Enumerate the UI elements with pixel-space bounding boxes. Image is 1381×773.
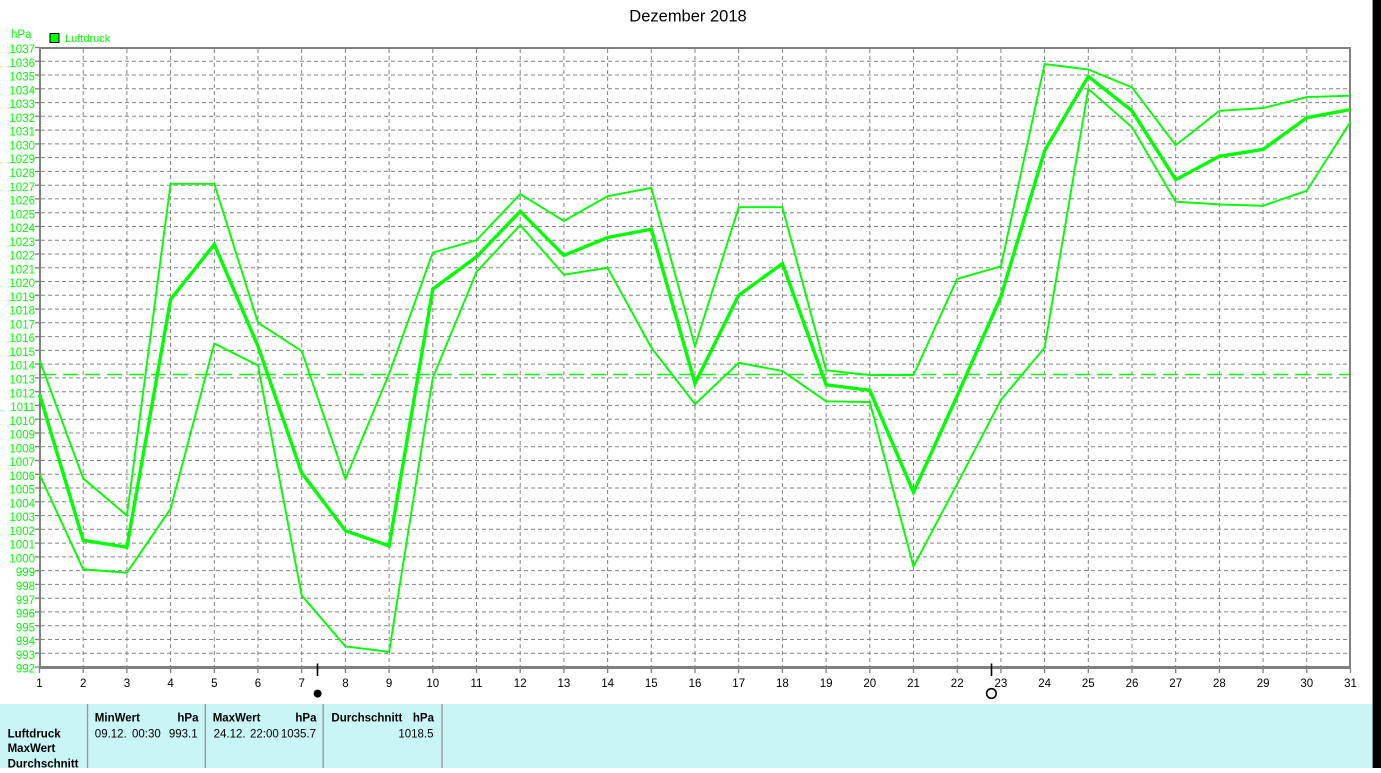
svg-text:1028: 1028 bbox=[9, 168, 35, 180]
svg-text:1006: 1006 bbox=[9, 471, 35, 483]
svg-text:1024: 1024 bbox=[9, 223, 35, 235]
svg-text:1019: 1019 bbox=[9, 292, 35, 304]
svg-text:Luftdruck: Luftdruck bbox=[8, 728, 62, 740]
svg-text:8: 8 bbox=[342, 678, 348, 690]
svg-text:30: 30 bbox=[1300, 678, 1313, 690]
svg-text:22:00: 22:00 bbox=[250, 728, 279, 740]
svg-text:hPa: hPa bbox=[177, 713, 199, 725]
svg-text:1018.5: 1018.5 bbox=[398, 728, 433, 740]
svg-text:1021: 1021 bbox=[9, 264, 35, 276]
svg-text:19: 19 bbox=[820, 678, 833, 690]
svg-text:6: 6 bbox=[255, 678, 261, 690]
svg-text:995: 995 bbox=[16, 622, 35, 634]
svg-text:3: 3 bbox=[124, 678, 130, 690]
svg-text:1003: 1003 bbox=[9, 512, 35, 524]
svg-text:11: 11 bbox=[471, 678, 483, 690]
svg-text:1020: 1020 bbox=[9, 278, 35, 290]
svg-text:1022: 1022 bbox=[9, 251, 35, 263]
svg-text:997: 997 bbox=[16, 595, 35, 607]
svg-text:26: 26 bbox=[1126, 678, 1139, 690]
svg-text:4: 4 bbox=[167, 678, 174, 690]
svg-text:17: 17 bbox=[732, 678, 745, 690]
svg-text:996: 996 bbox=[16, 609, 35, 621]
svg-text:1032: 1032 bbox=[9, 113, 35, 125]
svg-text:Dezember 2018: Dezember 2018 bbox=[629, 8, 746, 26]
svg-text:20: 20 bbox=[863, 678, 876, 690]
svg-text:1: 1 bbox=[36, 678, 42, 690]
svg-text:25: 25 bbox=[1082, 678, 1095, 690]
svg-text:1033: 1033 bbox=[9, 99, 35, 111]
svg-text:31: 31 bbox=[1344, 678, 1357, 690]
svg-text:1027: 1027 bbox=[9, 182, 35, 194]
svg-text:1037: 1037 bbox=[9, 44, 35, 56]
svg-text:992: 992 bbox=[16, 664, 35, 676]
svg-text:5: 5 bbox=[211, 678, 217, 690]
svg-text:1004: 1004 bbox=[9, 498, 35, 510]
svg-text:23: 23 bbox=[995, 678, 1008, 690]
svg-text:14: 14 bbox=[601, 678, 614, 690]
svg-text:1000: 1000 bbox=[9, 554, 35, 566]
svg-text:1030: 1030 bbox=[9, 141, 35, 153]
svg-text:13: 13 bbox=[558, 678, 571, 690]
svg-text:1016: 1016 bbox=[9, 333, 35, 345]
svg-text:1035.7: 1035.7 bbox=[281, 728, 316, 740]
svg-text:1029: 1029 bbox=[9, 154, 35, 166]
svg-text:7: 7 bbox=[298, 678, 304, 690]
svg-text:999: 999 bbox=[16, 567, 35, 579]
svg-text:18: 18 bbox=[776, 678, 789, 690]
svg-text:21: 21 bbox=[907, 678, 920, 690]
svg-text:MaxWert: MaxWert bbox=[213, 713, 261, 725]
svg-text:10: 10 bbox=[426, 678, 439, 690]
svg-text:1007: 1007 bbox=[9, 457, 35, 469]
svg-text:22: 22 bbox=[951, 678, 964, 690]
svg-text:1014: 1014 bbox=[9, 361, 35, 373]
svg-text:28: 28 bbox=[1213, 678, 1226, 690]
svg-text:09.12.: 09.12. bbox=[95, 728, 127, 740]
svg-text:1013: 1013 bbox=[9, 375, 35, 387]
svg-text:1035: 1035 bbox=[9, 72, 35, 84]
svg-text:994: 994 bbox=[16, 636, 36, 648]
svg-text:12: 12 bbox=[514, 678, 527, 690]
svg-text:15: 15 bbox=[645, 678, 658, 690]
svg-text:16: 16 bbox=[689, 678, 702, 690]
svg-text:1012: 1012 bbox=[9, 388, 35, 400]
svg-text:24.12.: 24.12. bbox=[214, 728, 246, 740]
svg-text:1018: 1018 bbox=[9, 306, 35, 318]
svg-text:1031: 1031 bbox=[9, 127, 35, 139]
svg-text:1002: 1002 bbox=[9, 526, 35, 538]
svg-text:Durchschnitt: Durchschnitt bbox=[8, 758, 79, 768]
svg-text:2: 2 bbox=[80, 678, 86, 690]
svg-text:1034: 1034 bbox=[9, 85, 35, 97]
svg-text:1015: 1015 bbox=[9, 347, 35, 359]
svg-text:24: 24 bbox=[1038, 678, 1051, 690]
svg-text:998: 998 bbox=[16, 581, 35, 593]
svg-text:1009: 1009 bbox=[9, 430, 35, 442]
svg-text:1023: 1023 bbox=[9, 237, 35, 249]
svg-text:hPa: hPa bbox=[11, 29, 32, 41]
svg-text:MinWert: MinWert bbox=[95, 713, 140, 725]
svg-text:27: 27 bbox=[1169, 678, 1182, 690]
svg-text:hPa: hPa bbox=[295, 713, 317, 725]
svg-text:hPa: hPa bbox=[413, 713, 435, 725]
svg-text:Durchschnitt: Durchschnitt bbox=[331, 713, 402, 725]
svg-text:Luftdruck: Luftdruck bbox=[65, 33, 111, 45]
svg-text:1008: 1008 bbox=[9, 443, 35, 455]
svg-text:9: 9 bbox=[386, 678, 392, 690]
svg-text:29: 29 bbox=[1257, 678, 1270, 690]
svg-text:1001: 1001 bbox=[9, 540, 35, 552]
svg-text:993.1: 993.1 bbox=[169, 728, 198, 740]
svg-text:MaxWert: MaxWert bbox=[8, 743, 56, 755]
svg-text:1010: 1010 bbox=[9, 416, 35, 428]
svg-text:1017: 1017 bbox=[9, 319, 35, 331]
svg-text:1005: 1005 bbox=[9, 485, 35, 497]
svg-text:1025: 1025 bbox=[9, 209, 35, 221]
svg-text:1026: 1026 bbox=[9, 196, 35, 208]
svg-text:00:30: 00:30 bbox=[132, 728, 161, 740]
svg-text:1011: 1011 bbox=[10, 402, 35, 414]
svg-text:993: 993 bbox=[16, 650, 35, 662]
svg-text:1036: 1036 bbox=[9, 58, 35, 70]
